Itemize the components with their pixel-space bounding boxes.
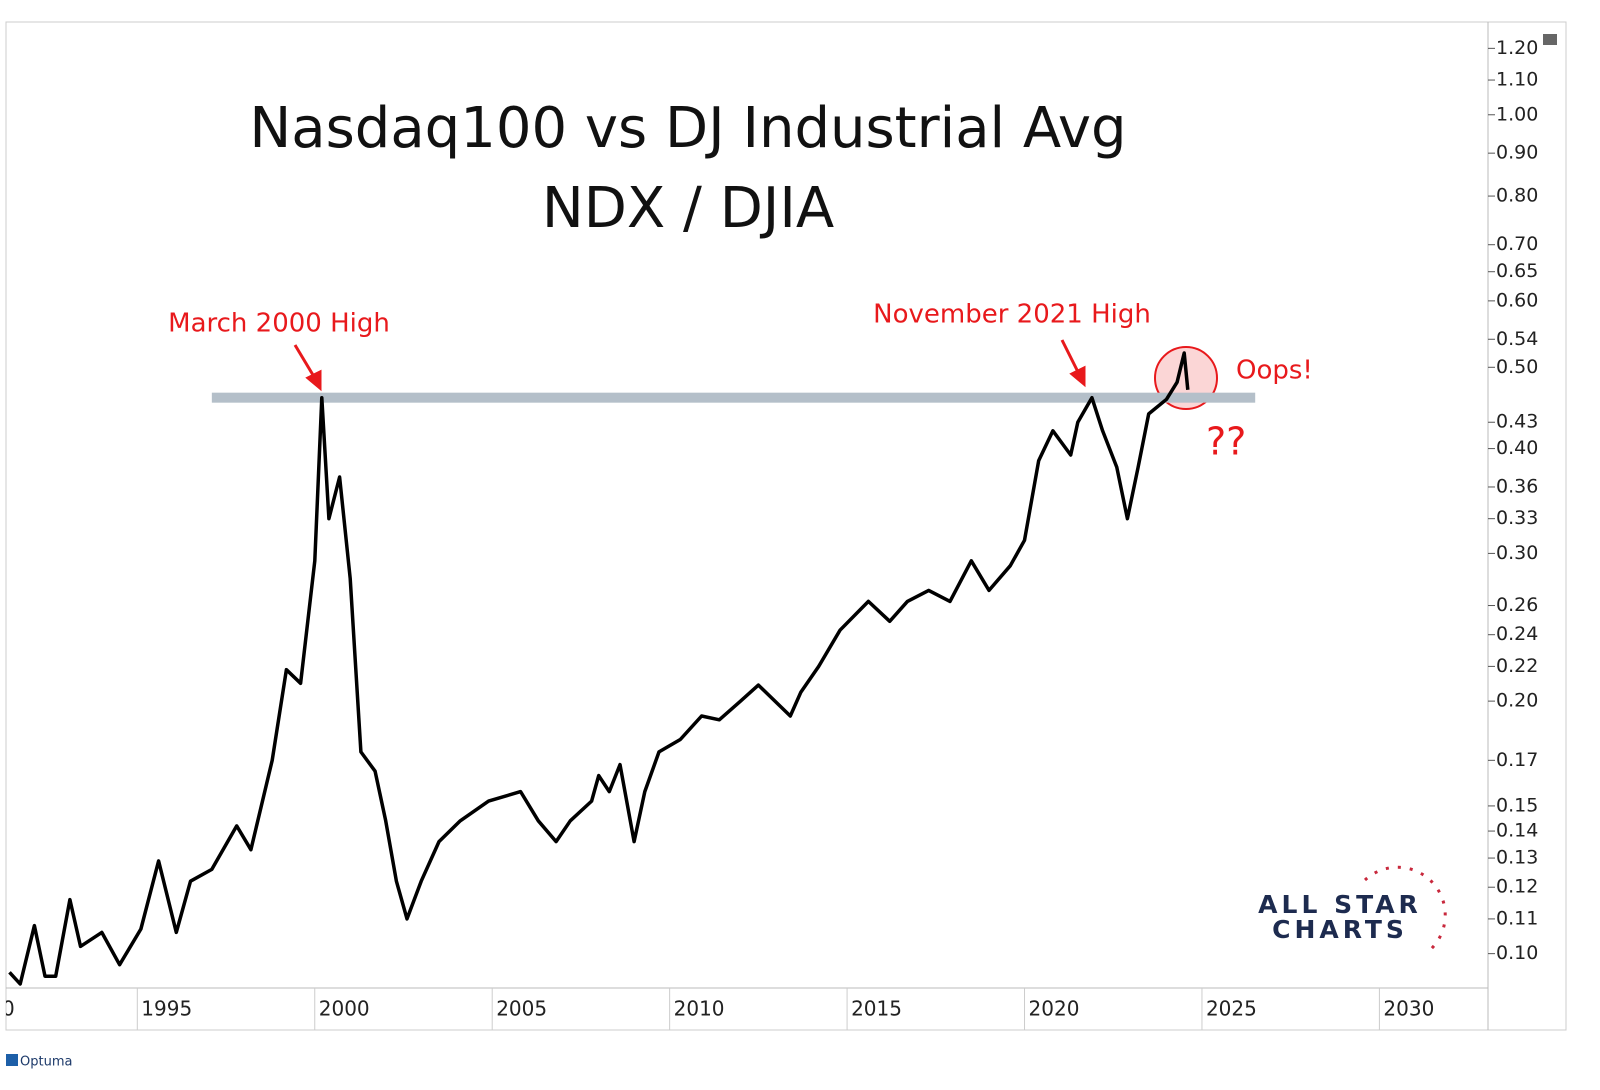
- y-tick-label: 0.15: [1496, 794, 1538, 816]
- annotation: ??: [1206, 420, 1246, 464]
- y-tick-label: 0.33: [1496, 507, 1538, 529]
- plot-area: 1990 1995 2000 2005 2010 2015 2020 2025 2030: [0, 351, 1434, 1030]
- arrows: [293, 339, 1086, 392]
- y-tick-label: 0.20: [1496, 690, 1538, 712]
- x-tick-label: 2005: [496, 997, 547, 1021]
- x-tick-label: 2025: [1206, 997, 1257, 1021]
- y-tick-label: 0.60: [1496, 289, 1538, 311]
- x-tick-label: 1990: [0, 997, 15, 1021]
- y-tick-label: 0.50: [1496, 356, 1538, 378]
- annotation: March 2000 High: [168, 309, 390, 339]
- chart-subtitle: NDX / DJIA: [542, 176, 834, 241]
- y-tick-label: 0.22: [1496, 655, 1538, 677]
- y-tick-label: 0.11: [1496, 907, 1538, 929]
- y-tick-label: 1.10: [1496, 69, 1538, 91]
- y-tick-label: 0.80: [1496, 185, 1538, 207]
- frame: [5, 21, 1567, 1031]
- y-tick-label: 1.00: [1496, 103, 1538, 125]
- y-tick-label: 0.54: [1496, 328, 1538, 350]
- y-tick-label: 0.70: [1496, 233, 1538, 255]
- y-tick-label: 0.36: [1496, 475, 1538, 497]
- annotation: Oops!: [1236, 356, 1313, 386]
- y-tick-label: 0.24: [1496, 623, 1538, 645]
- line-series: [8, 351, 1190, 986]
- resistance-band: [211, 392, 1256, 403]
- y-tick-label: 0.43: [1496, 411, 1538, 433]
- y-tick-label: 0.30: [1496, 542, 1538, 564]
- lock-icon[interactable]: [1543, 34, 1557, 45]
- y-tick-label: 0.65: [1496, 260, 1538, 282]
- watermark: ALL STAR: [1258, 890, 1422, 919]
- y-tick-label: 1.20: [1496, 37, 1538, 59]
- x-tick-label: 2010: [674, 997, 725, 1021]
- y-tick-label: 0.90: [1496, 142, 1538, 164]
- chart-title: Nasdaq100 vs DJ Industrial Avg: [249, 96, 1126, 161]
- x-tick-label: 2030: [1383, 997, 1434, 1021]
- y-tick-label: 0.40: [1496, 437, 1538, 459]
- y-tick-label: 0.13: [1496, 847, 1538, 869]
- x-tick-label: 1995: [141, 997, 192, 1021]
- footer: Optuma: [20, 1055, 72, 1070]
- x-tick-label: 2020: [1029, 997, 1080, 1021]
- y-tick-label: 0.17: [1496, 749, 1538, 771]
- y-tick-label: 0.10: [1496, 942, 1538, 964]
- x-tick-label: 2015: [851, 997, 902, 1021]
- y-tick-label: 0.14: [1496, 820, 1538, 842]
- watermark: CHARTS: [1272, 915, 1408, 944]
- y-tick-label: 0.12: [1496, 876, 1538, 898]
- footer-logo: [6, 1054, 18, 1066]
- y-tick-label: 0.26: [1496, 594, 1538, 616]
- x-tick-label: 2000: [319, 997, 370, 1021]
- watermark-stars: [1363, 865, 1447, 952]
- annotation: November 2021 High: [873, 300, 1151, 330]
